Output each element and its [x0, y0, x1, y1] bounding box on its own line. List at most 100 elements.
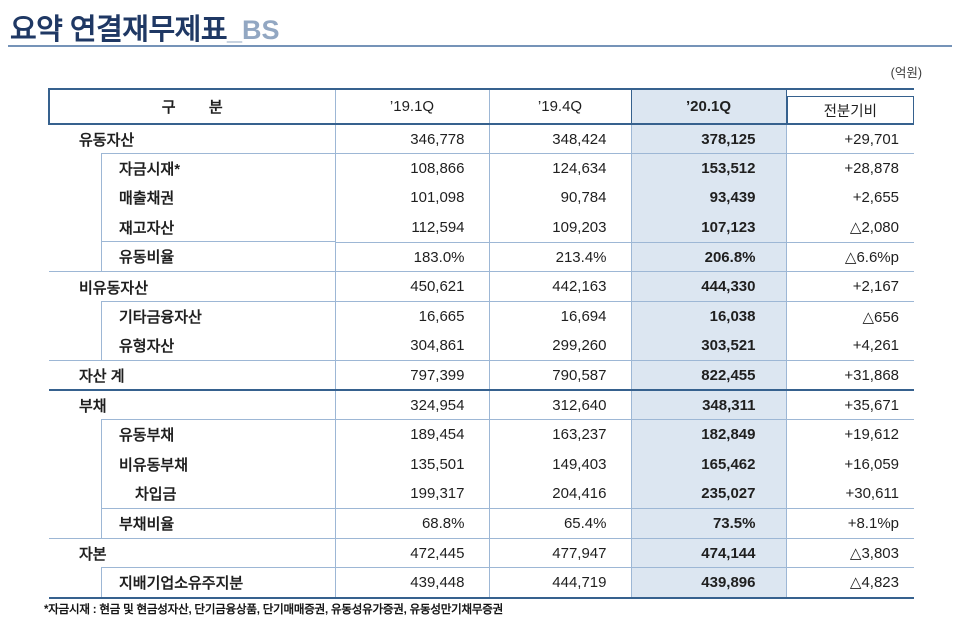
cell-19-1q: 450,621 [334, 271, 489, 302]
cell-delta: +19,612 [785, 419, 914, 450]
row-label: 유동자산 [79, 131, 135, 149]
table-body: 유동자산 346,778 348,424 378,125 +29,701 자금시재* 108… [49, 124, 914, 599]
table-row: 자본 472,445 477,947 474,144 △3,803 [49, 537, 914, 568]
cell-20-1q: 182,849 [630, 419, 786, 450]
table-row: 유동비율 183.0% 213.4% 206.8% △6.6%p [49, 241, 914, 272]
cell-19-1q: 304,861 [334, 331, 489, 361]
cell-19-4q: 204,416 [488, 479, 631, 509]
cell-20-1q: 474,144 [630, 537, 786, 568]
cell-20-1q: 153,512 [630, 153, 786, 184]
cell-20-1q: 444,330 [630, 271, 786, 302]
row-label: 지배기업소유주지분 [49, 566, 335, 599]
row-label: 자본 [49, 537, 335, 568]
page-title-suffix: _BS [227, 15, 280, 45]
delta-header-box: 전분기비 [786, 96, 914, 123]
table-row: 비유동부채 135,501 149,403 165,462 +16,059 [49, 449, 914, 480]
cell-19-4q: 444,719 [488, 567, 631, 599]
row-label: 유형자산 [49, 331, 335, 361]
cell-19-1q: 183.0% [334, 241, 489, 272]
cell-19-1q: 112,594 [334, 212, 489, 243]
balance-sheet-table: 구 분 ’19.1Q ’19.4Q ’20.1Q 전분기비 유동자산 346,77… [48, 88, 914, 599]
cell-delta: +8.1%p [785, 508, 914, 539]
column-header-delta: 전분기비 [786, 88, 914, 125]
row-label: 유동부채 [49, 418, 335, 450]
table-row: 부채 324,954 312,640 348,311 +35,671 [49, 389, 914, 420]
cell-19-4q: 124,634 [488, 153, 631, 184]
cell-19-1q: 324,954 [334, 389, 489, 420]
column-header-category: 구 분 [48, 88, 335, 125]
cell-19-4q: 348,424 [488, 124, 631, 154]
table-row: 차입금 199,317 204,416 235,027 +30,611 [49, 479, 914, 509]
row-label: 자금시재* [49, 152, 335, 184]
cell-19-4q: 90,784 [488, 183, 631, 213]
cell-delta: △6.6%p [785, 241, 914, 272]
table-row: 유형자산 304,861 299,260 303,521 +4,261 [49, 331, 914, 361]
table-row: 부채비율 68.8% 65.4% 73.5% +8.1%p [49, 507, 914, 539]
table-row: 지배기업소유주지분 439,448 444,719 439,896 △4,823 [49, 566, 914, 599]
cell-19-4q: 790,587 [488, 360, 631, 391]
row-label: 부채비율 [49, 507, 335, 539]
row-label: 유동비율 [49, 241, 335, 272]
cell-20-1q: 107,123 [630, 212, 786, 243]
column-header-19-4q: ’19.4Q [488, 88, 631, 125]
page-title-text: 요약 연결재무제표 [10, 14, 228, 46]
table-header-row: 구 분 ’19.1Q ’19.4Q ’20.1Q 전분기비 [48, 88, 914, 125]
cell-20-1q: 73.5% [630, 508, 786, 539]
table-row: 기타금융자산 16,665 16,694 16,038 △656 [49, 300, 914, 332]
cell-19-4q: 477,947 [488, 537, 631, 568]
cell-19-1q: 101,098 [334, 183, 489, 213]
cell-19-1q: 199,317 [334, 479, 489, 509]
row-label: 기타금융자산 [49, 300, 335, 332]
cell-19-1q: 16,665 [334, 301, 489, 332]
column-header-20-1q: ’20.1Q [630, 88, 787, 125]
cell-20-1q: 16,038 [630, 301, 786, 332]
cell-delta: +29,701 [785, 124, 914, 154]
cell-delta: +2,167 [785, 271, 914, 302]
page-title: 요약 연결재무제표_BS [10, 6, 280, 48]
title-divider [8, 45, 952, 47]
cell-delta: +16,059 [785, 449, 914, 480]
table-row: 비유동자산 450,621 442,163 444,330 +2,167 [49, 271, 914, 302]
table-header: 구 분 ’19.1Q ’19.4Q ’20.1Q 전분기비 [48, 88, 914, 125]
cell-20-1q: 206.8% [630, 241, 786, 272]
cell-19-1q: 135,501 [334, 449, 489, 480]
cell-delta: +31,868 [785, 360, 914, 391]
cell-19-4q: 109,203 [488, 212, 631, 243]
table-row: 자금시재* 108,866 124,634 153,512 +28,878 [49, 152, 914, 184]
cell-delta: +4,261 [785, 331, 914, 361]
unit-label: (억원) [890, 66, 922, 80]
table-row: 매출채권 101,098 90,784 93,439 +2,655 [49, 183, 914, 213]
footnote: *자금시재 : 현금 및 현금성자산, 단기금융상품, 단기매매증권, 유동성유… [44, 604, 504, 616]
cell-19-4q: 299,260 [488, 331, 631, 361]
cell-19-4q: 442,163 [488, 271, 631, 302]
cell-19-4q: 213.4% [488, 241, 631, 272]
cell-delta: +30,611 [785, 479, 914, 509]
cell-delta: △3,803 [785, 537, 914, 568]
row-label: 차입금 [49, 479, 335, 509]
column-header-19-1q: ’19.1Q [334, 88, 489, 125]
cell-19-4q: 65.4% [488, 508, 631, 539]
cell-19-4q: 149,403 [488, 449, 631, 480]
cell-19-4q: 16,694 [488, 301, 631, 332]
cell-19-4q: 163,237 [488, 419, 631, 450]
cell-delta: △4,823 [785, 567, 914, 599]
cell-19-1q: 346,778 [334, 124, 489, 154]
cell-20-1q: 235,027 [630, 479, 786, 509]
table-row: 유동부채 189,454 163,237 182,849 +19,612 [49, 418, 914, 450]
row-label: 재고자산 [49, 212, 335, 243]
cell-delta: +28,878 [785, 153, 914, 184]
row-label: 비유동부채 [49, 449, 335, 480]
row-label: 비유동자산 [49, 271, 335, 302]
table-row: 유동자산 346,778 348,424 378,125 +29,701 [49, 124, 914, 154]
cell-19-1q: 68.8% [334, 508, 489, 539]
cell-20-1q: 822,455 [630, 360, 786, 391]
cell-20-1q: 378,125 [630, 124, 786, 154]
cell-delta: +35,671 [785, 389, 914, 420]
row-label: 매출채권 [49, 183, 335, 213]
row-label: 자산 계 [49, 360, 335, 391]
cell-20-1q: 93,439 [630, 183, 786, 213]
cell-19-1q: 108,866 [334, 153, 489, 184]
table-row: 재고자산 112,594 109,203 107,123 △2,080 [49, 212, 914, 243]
row-label: 부채 [49, 389, 335, 420]
